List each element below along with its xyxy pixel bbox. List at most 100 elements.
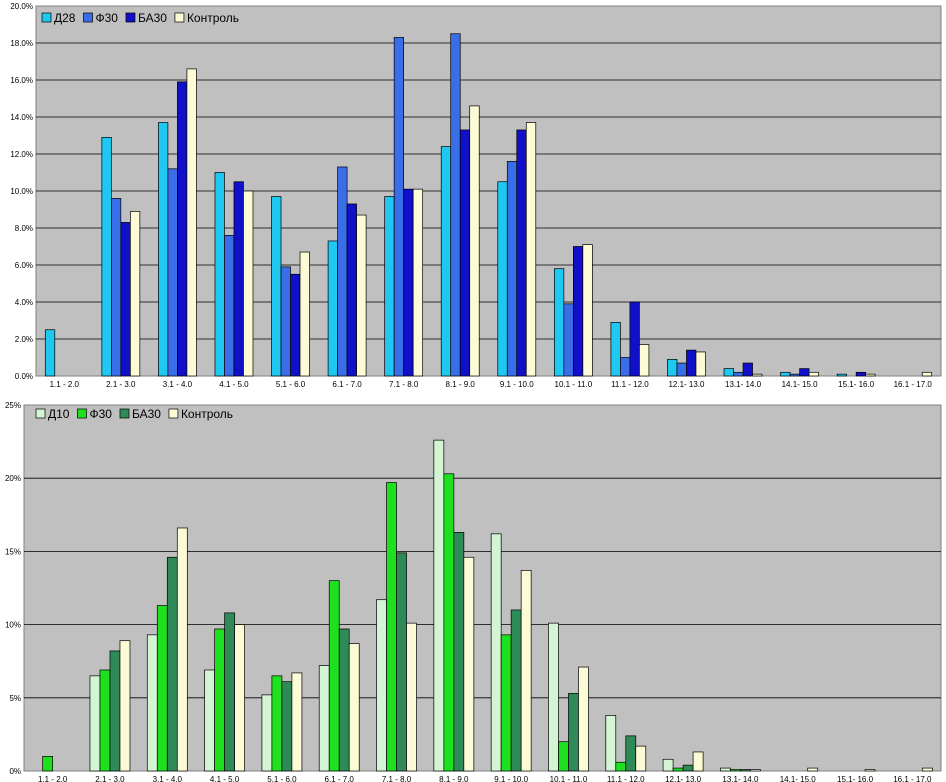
x-tick-label: 11.1 - 12.0 [607,775,645,782]
bar-д28 [553,268,565,377]
bar-д28 [780,371,791,377]
bar-ба30 [290,273,301,377]
bar-ба30 [742,362,753,377]
bar-д10 [376,599,387,772]
x-tick-label: 14.1- 15.0 [782,380,819,389]
bar-контроль [406,622,417,772]
chart-bottom: 0% 5% 10% 15% 20% 25% 1.1 - 2.0 2.1 - 3.0 3.1 - … [0,399,946,782]
bar-контроль [129,211,141,377]
bar-д10 [261,694,273,772]
bar-д10 [204,669,215,772]
x-tick-label: 12.1- 13.0 [668,380,705,389]
legend-label: Ф30 [89,407,112,421]
x-tick-label: 16.1 - 17.0 [894,380,933,389]
bar-ба30 [568,693,579,772]
y-tick-label: 8.0% [15,224,33,233]
chart-top: 0.0% 2.0% 4.0% 6.0% 8.0% 10.0% 12.0% 14.0% 16.0%… [10,2,942,389]
legend-label: Д28 [54,11,76,25]
legend-label: Контроль [187,11,239,25]
bar-контроль [234,624,245,772]
bar-д28 [440,146,452,377]
bar-ф30 [733,371,744,377]
bar-д28 [667,359,678,377]
y-tick-label: 15% [5,547,21,556]
x-tick-label: 10.1 - 11.0 [550,775,588,782]
x-tick-label: 1.1 - 2.0 [38,775,68,782]
bar-д28 [271,196,282,377]
bar-ба30 [281,681,293,772]
bar-ф30 [214,628,225,772]
y-tick-label: 0.0% [15,372,33,381]
bar-ба30 [459,129,471,377]
bar-контроль [291,672,303,772]
legend-swatch [35,408,46,419]
x-tick-label: 10.1 - 11.0 [555,380,593,389]
bar-д28 [723,368,734,377]
bar-контроль [463,556,475,772]
y-tick-label: 0% [9,767,21,776]
bar-контроль [807,767,819,772]
bar-д28 [44,329,56,377]
bar-ба30 [120,222,131,377]
chart-top-svg: 0.0% 2.0% 4.0% 6.0% 8.0% 10.0% 12.0% 14.0% 16.0%… [10,2,942,389]
y-tick-label: 14.0% [10,113,33,122]
legend-label: БА30 [132,407,161,421]
bar-контроль [348,643,360,772]
x-tick-label: 7.1 - 8.0 [389,380,419,389]
bar-ф30 [110,198,122,377]
legend-swatch [119,408,130,419]
x-tick-label: 3.1 - 4.0 [163,380,193,389]
bar-контроль [119,640,131,772]
bar-контроль [921,767,933,772]
bar-ба30 [516,129,527,377]
bar-д10 [318,665,330,772]
bar-д28 [327,240,338,377]
x-tick-label: 8.1 - 9.0 [446,380,476,389]
x-tick-label: 3.1 - 4.0 [153,775,183,782]
legend-swatch [174,12,185,23]
legend-label: Контроль [181,407,233,421]
bar-контроль [692,751,704,772]
x-tick-label: 15.1- 16.0 [838,380,875,389]
bar-д28 [610,322,621,377]
legend-label: Ф30 [95,11,118,25]
bar-д10 [548,622,559,772]
bar-ф30 [224,235,235,377]
x-tick-label: 15.1- 16.0 [837,775,874,782]
bar-ба30 [453,532,465,772]
legend-swatch [83,12,93,23]
bar-д10 [490,533,502,772]
bar-ба30 [403,188,414,377]
bar-контроль [750,769,761,772]
bar-д28 [158,122,169,377]
bar-ф30 [42,756,54,772]
bar-ба30 [740,769,751,772]
bar-контроль [865,373,876,377]
x-tick-label: 7.1 - 8.0 [382,775,412,782]
y-tick-label: 6.0% [15,261,33,270]
y-tick-label: 2.0% [15,335,33,344]
bar-контроль [525,122,537,377]
bar-контроль [752,373,763,377]
bar-ба30 [338,628,350,772]
bar-д10 [146,634,158,772]
x-tick-label: 4.1 - 5.0 [219,380,249,389]
y-tick-label: 20% [5,474,21,483]
y-tick-label: 5% [9,694,21,703]
bar-ф30 [99,669,111,772]
legend-label: БА30 [138,11,167,25]
bar-ба30 [233,181,244,377]
bar-ф30 [156,605,168,772]
bar-контроль [639,344,650,377]
bar-ба30 [177,81,188,377]
bar-контроль [921,371,933,377]
bar-ба30 [686,349,697,377]
bar-ф30 [672,767,684,772]
bar-ба30 [396,552,407,772]
x-tick-label: 11.1 - 12.0 [611,380,649,389]
x-tick-label: 13.1- 14.0 [722,775,759,782]
bar-ба30 [166,556,178,772]
bar-ф30 [676,362,687,377]
bar-д10 [605,715,617,772]
bar-ф30 [167,168,178,377]
